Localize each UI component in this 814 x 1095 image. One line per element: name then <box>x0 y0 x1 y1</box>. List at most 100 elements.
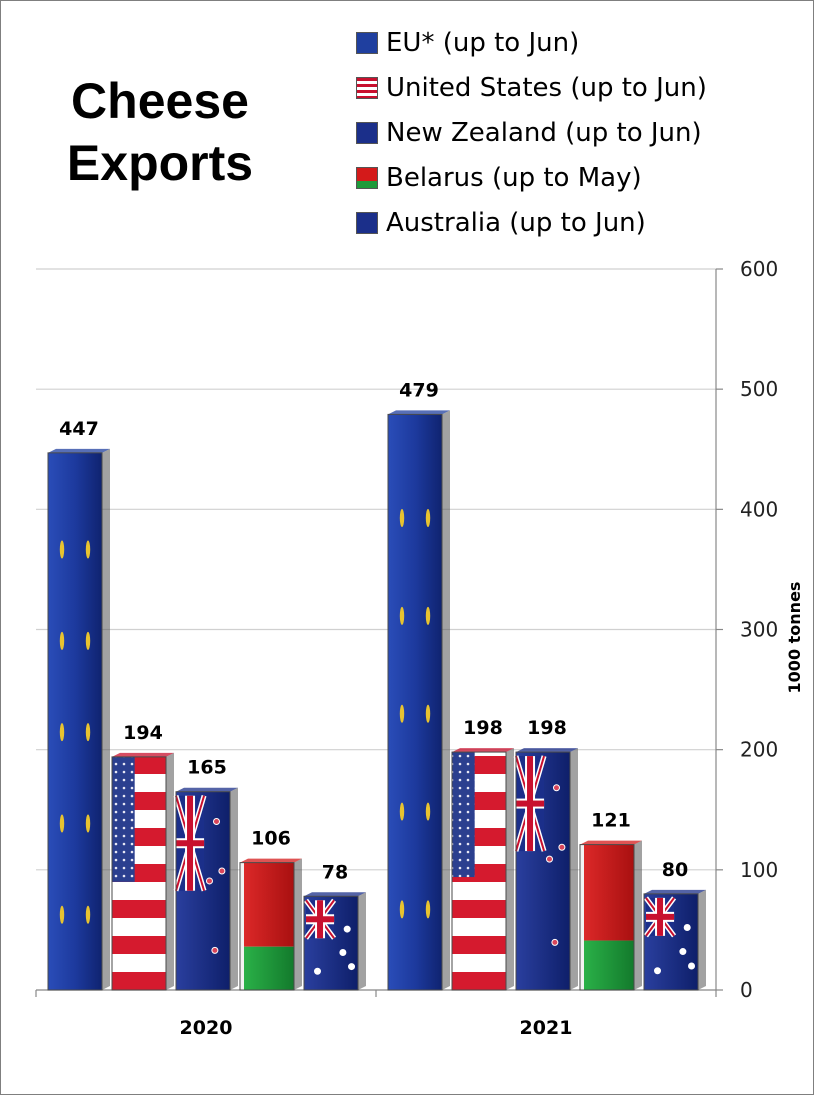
bar-outline <box>451 751 507 991</box>
y-axis-title: 1000 tonnes <box>785 582 804 694</box>
flag-star <box>339 949 347 957</box>
bar-outline <box>239 862 295 991</box>
bar-outline <box>579 844 635 991</box>
data-label: 165 <box>187 757 227 779</box>
eu-star <box>425 509 431 528</box>
eu-star <box>85 540 91 559</box>
legend-swatch-by <box>356 166 378 189</box>
bar-fill-red <box>580 844 634 941</box>
x-category-label: 2020 <box>180 1017 233 1039</box>
y-tick-label: 300 <box>740 618 778 642</box>
eu-star <box>85 905 91 924</box>
bar-fill <box>48 452 102 991</box>
flag-star <box>314 967 321 975</box>
eu-star <box>399 900 405 919</box>
bar-outline <box>515 751 571 991</box>
bar-side-face <box>166 752 174 990</box>
legend-swatch-nz <box>356 121 378 144</box>
flag-star <box>213 817 220 825</box>
bar-top-face <box>48 448 110 453</box>
bar-side-face <box>442 410 450 990</box>
bar-outline <box>47 452 103 991</box>
flag-star <box>688 962 696 970</box>
chart-title-line-1: Cheese <box>71 73 249 129</box>
bar-side-face <box>570 748 578 990</box>
y-tick-label: 100 <box>740 858 778 882</box>
bar-by-2021 <box>579 840 642 991</box>
bar-eu-2020 <box>47 448 110 991</box>
bar-side-face <box>230 787 238 990</box>
y-tick-label: 0 <box>740 978 753 1002</box>
data-label: 106 <box>251 828 291 850</box>
by-ornament <box>240 862 244 990</box>
flag-star <box>348 963 356 971</box>
chart-title-line-2: Exports <box>66 135 254 191</box>
eu-star <box>85 814 91 833</box>
union-jack <box>303 898 337 940</box>
data-label: 447 <box>59 418 99 440</box>
flag-star <box>551 938 559 946</box>
eu-star <box>59 723 65 742</box>
uj-cross-red <box>176 840 205 847</box>
flag-star <box>654 967 661 975</box>
bar-outline <box>643 893 699 991</box>
us-canton <box>452 752 475 878</box>
flag-star <box>553 784 560 792</box>
chart-title: Cheese Exports <box>40 70 280 194</box>
uj-cross-red <box>306 916 335 923</box>
bar-us-2020 <box>111 752 174 991</box>
flag-star <box>558 843 566 851</box>
bar-au-2020 <box>303 892 366 991</box>
bar-top-face <box>112 752 174 757</box>
bar-top-face <box>240 858 302 863</box>
legend-item-eu: EU* (up to Jun) <box>356 20 707 65</box>
bar-top-face <box>452 748 514 753</box>
flag-star <box>545 855 553 863</box>
flag-star <box>679 948 687 956</box>
eu-star <box>59 540 65 559</box>
bar-outline <box>303 895 359 991</box>
flag-star <box>218 867 226 875</box>
data-label: 198 <box>527 717 567 739</box>
legend-item-nz: New Zealand (up to Jun) <box>356 110 707 155</box>
eu-star <box>425 802 431 821</box>
bar-us-2021 <box>451 748 514 991</box>
chart-legend: EU* (up to Jun) United States (up to Jun… <box>356 20 707 245</box>
bar-fill-red <box>240 862 294 947</box>
legend-label: EU* (up to Jun) <box>386 27 580 58</box>
y-tick-label: 500 <box>740 377 778 401</box>
legend-swatch-eu <box>356 31 378 54</box>
bar-side-face <box>102 448 110 991</box>
bar-top-face <box>388 410 450 415</box>
legend-item-by: Belarus (up to May) <box>356 155 707 200</box>
y-tick-label: 600 <box>740 257 778 281</box>
data-label: 80 <box>662 859 688 881</box>
legend-label: New Zealand (up to Jun) <box>386 117 702 148</box>
eu-star <box>399 802 405 821</box>
eu-star <box>59 905 65 924</box>
by-ornament <box>580 844 584 990</box>
y-tick-label: 400 <box>740 497 778 521</box>
flag-star <box>343 925 351 933</box>
bar-outline <box>387 413 443 991</box>
bar-top-face <box>304 892 366 897</box>
bar-side-face <box>698 889 706 990</box>
flag-star <box>205 877 213 885</box>
bar-outline <box>111 756 167 991</box>
bar-top-face <box>644 889 706 894</box>
bar-fill-green <box>580 940 634 990</box>
bar-top-face <box>516 748 578 753</box>
legend-label: United States (up to Jun) <box>386 72 707 103</box>
data-label: 78 <box>322 861 348 883</box>
eu-star <box>85 723 91 742</box>
eu-star <box>59 631 65 650</box>
union-jack <box>513 755 547 852</box>
union-jack <box>173 795 207 892</box>
data-label: 121 <box>591 810 631 832</box>
eu-star <box>399 606 405 625</box>
data-label: 194 <box>123 722 163 744</box>
bar-outline <box>175 791 231 991</box>
data-label: 479 <box>399 379 439 401</box>
